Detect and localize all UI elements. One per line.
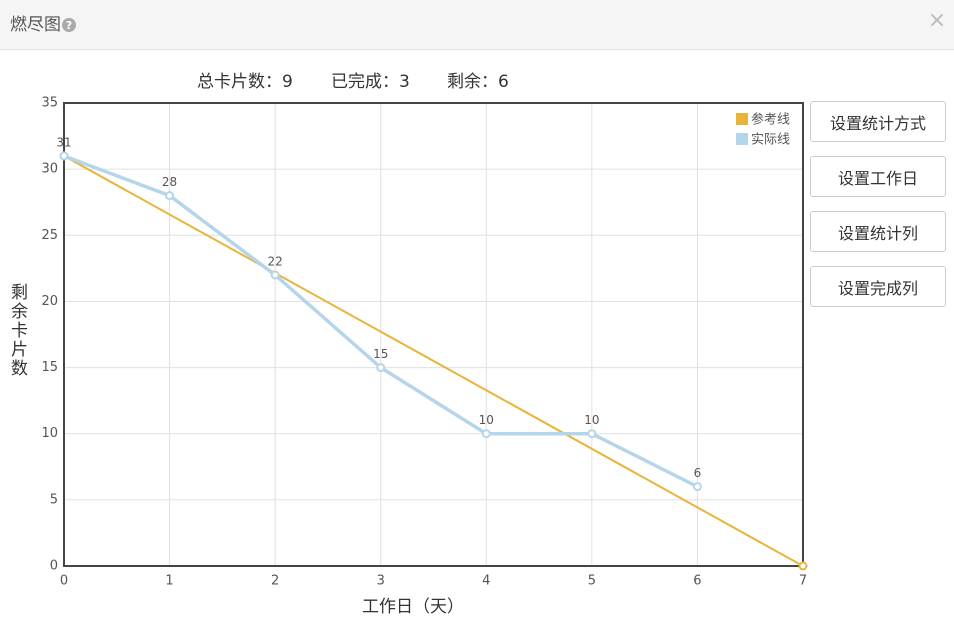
x-tick-label: 2 bbox=[271, 574, 279, 589]
x-tick-label: 0 bbox=[60, 574, 68, 589]
x-tick-label: 3 bbox=[377, 574, 385, 589]
data-label: 28 bbox=[162, 175, 177, 189]
data-label: 6 bbox=[694, 466, 702, 480]
dialog-title: 燃尽图 bbox=[10, 15, 61, 35]
data-label: 10 bbox=[479, 413, 494, 427]
x-tick-label: 5 bbox=[588, 574, 596, 589]
button[interactable]: 设置完成列 bbox=[810, 266, 946, 307]
stat: 已完成：3 bbox=[331, 72, 410, 92]
data-label: 31 bbox=[56, 135, 71, 149]
data-label: 15 bbox=[373, 347, 388, 361]
y-tick-label: 35 bbox=[41, 96, 58, 111]
legend-label: 参考线 bbox=[751, 112, 790, 128]
y-tick-label: 15 bbox=[41, 360, 58, 375]
button[interactable]: 设置统计方式 bbox=[810, 101, 946, 142]
x-tick-label: 4 bbox=[482, 574, 490, 589]
legend-label: 实际线 bbox=[751, 133, 790, 148]
y-tick-label: 30 bbox=[41, 162, 58, 177]
header-bar bbox=[0, 0, 954, 49]
data-label: 22 bbox=[268, 254, 283, 268]
point bbox=[692, 482, 702, 492]
button[interactable]: 设置工作日 bbox=[810, 156, 946, 197]
point bbox=[798, 561, 808, 571]
x-tick-label: 6 bbox=[693, 574, 701, 589]
point bbox=[165, 191, 175, 201]
legend-swatch bbox=[736, 133, 748, 145]
close-button[interactable]: × bbox=[928, 8, 946, 33]
x-tick-label: 7 bbox=[799, 574, 807, 589]
y-tick-label: 10 bbox=[41, 426, 58, 441]
y-axis-label: 剩余卡片数 bbox=[7, 283, 27, 378]
point bbox=[59, 151, 69, 161]
point bbox=[270, 270, 280, 280]
plot-border bbox=[63, 102, 804, 567]
data-label: 10 bbox=[584, 413, 599, 427]
legend-swatch bbox=[736, 113, 748, 125]
x-axis-label: 工作日（天） bbox=[362, 597, 464, 617]
point bbox=[481, 429, 491, 439]
x-tick-label: 1 bbox=[165, 574, 173, 589]
button[interactable]: 设置统计列 bbox=[810, 211, 946, 252]
stat: 总卡片数：9 bbox=[197, 72, 293, 92]
y-tick-label: 0 bbox=[50, 559, 58, 574]
y-tick-label: 5 bbox=[50, 492, 58, 507]
help-icon[interactable] bbox=[62, 18, 76, 32]
y-tick-label: 25 bbox=[41, 228, 58, 243]
series-line bbox=[63, 155, 804, 567]
point bbox=[376, 363, 386, 373]
point bbox=[587, 429, 597, 439]
help-glyph[interactable]: ? bbox=[66, 19, 72, 32]
y-tick-label: 20 bbox=[41, 294, 58, 309]
stat: 剩余：6 bbox=[447, 72, 509, 92]
